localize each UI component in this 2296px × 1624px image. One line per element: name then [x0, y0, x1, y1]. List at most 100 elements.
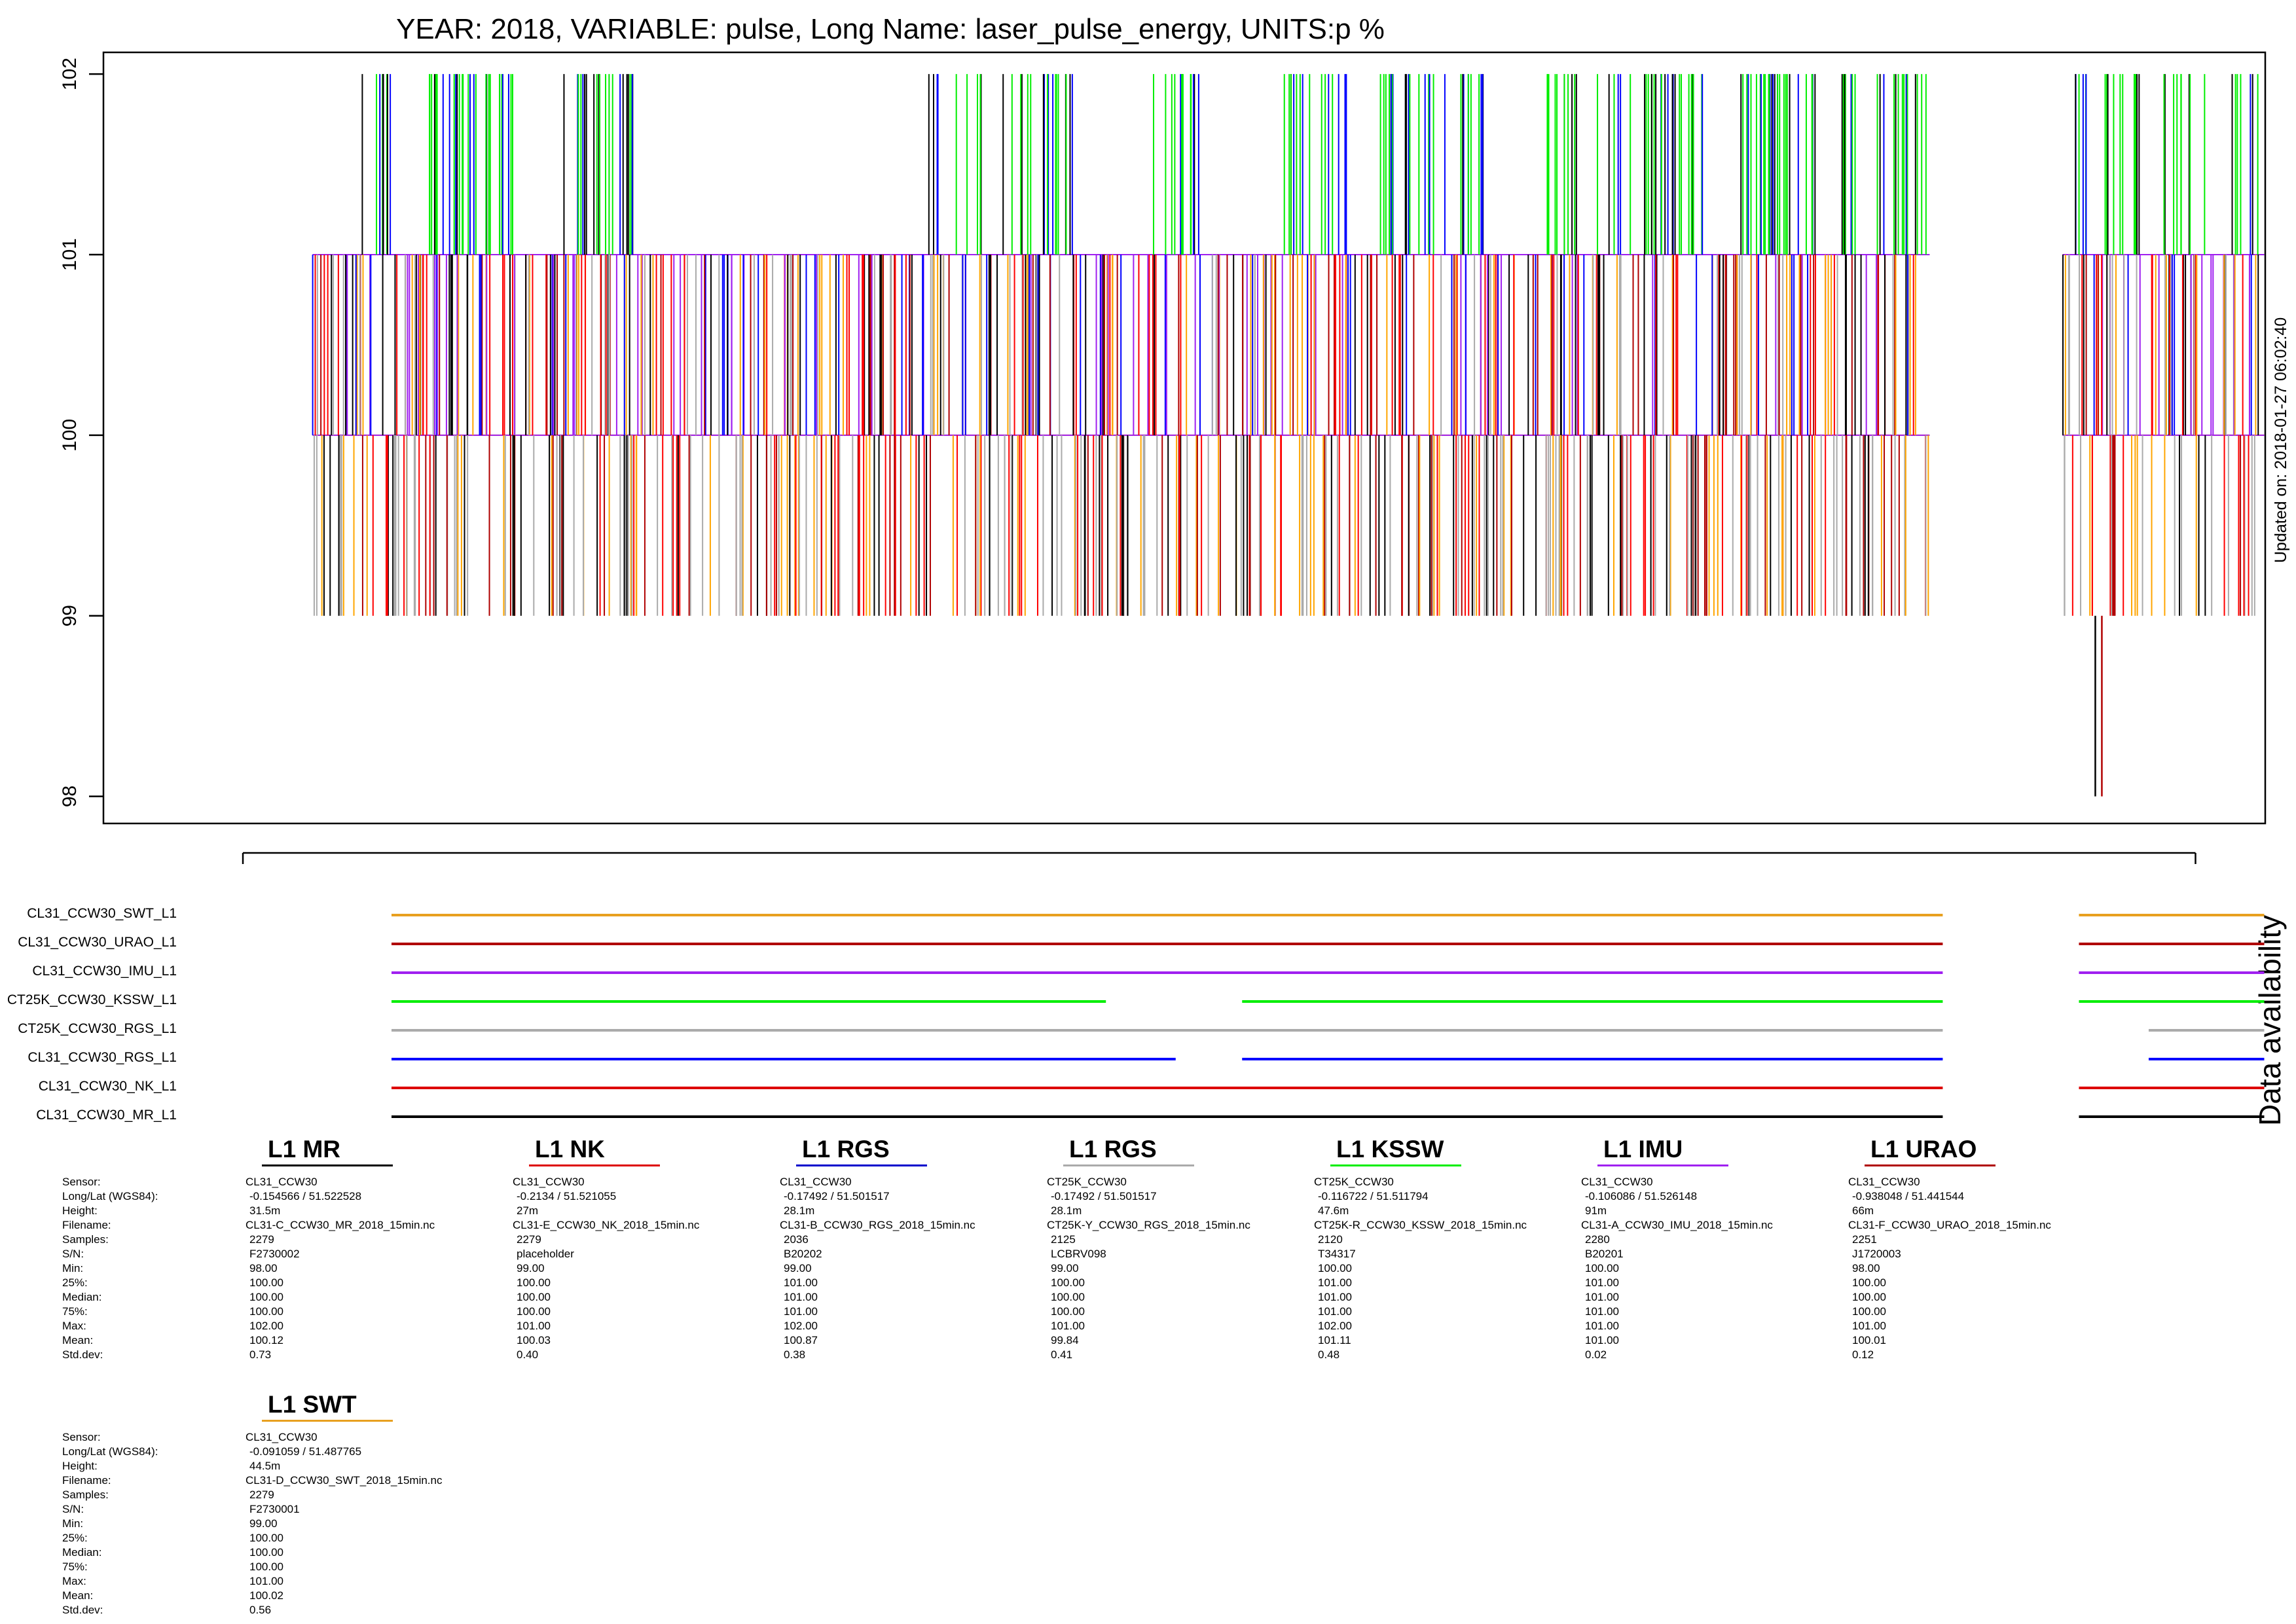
sensor-2-value-8: 101.00 — [784, 1291, 818, 1303]
sensor-1-value-6: 99.00 — [517, 1262, 545, 1274]
sensor-4-value-6: 100.00 — [1318, 1262, 1352, 1274]
sensor-0-value-5: F2730002 — [249, 1248, 300, 1260]
info-label-7-4: Samples: — [62, 1489, 109, 1501]
sensor-4-value-10: 102.00 — [1318, 1320, 1352, 1332]
chart-title: YEAR: 2018, VARIABLE: pulse, Long Name: … — [396, 13, 1385, 45]
sensor-7-value-4: 2279 — [249, 1489, 274, 1501]
sensor-0-value-3: CL31-C_CCW30_MR_2018_15min.nc — [246, 1219, 435, 1231]
availability-label-2: CL31_CCW30_IMU_L1 — [32, 964, 177, 979]
sensor-2-value-4: 2036 — [784, 1233, 809, 1246]
sensor-2-value-11: 100.87 — [784, 1334, 818, 1346]
sensor-5-value-2: 91m — [1585, 1204, 1607, 1217]
availability-chart — [392, 914, 2265, 1118]
sensor-0-value-0: CL31_CCW30 — [246, 1176, 318, 1188]
info-label-7-2: Height: — [62, 1460, 98, 1472]
sensor-0-value-7: 100.00 — [249, 1276, 283, 1289]
sensor-5-value-6: 100.00 — [1585, 1262, 1619, 1274]
sensor-1-value-8: 100.00 — [517, 1291, 551, 1303]
sensor-0-value-12: 0.73 — [249, 1348, 272, 1361]
sensor-0-value-11: 100.12 — [249, 1334, 283, 1346]
sensor-0-value-8: 100.00 — [249, 1291, 283, 1303]
sensor-6-value-11: 100.01 — [1852, 1334, 1886, 1346]
sensor-6-value-5: J1720003 — [1852, 1248, 1901, 1260]
y-tick-label-102: 102 — [59, 58, 81, 90]
sensor-2-value-10: 102.00 — [784, 1320, 818, 1332]
sensor-6-value-10: 101.00 — [1852, 1320, 1886, 1332]
sensor-0-value-1: -0.154566 / 51.522528 — [249, 1190, 362, 1202]
sensor-3-value-7: 100.00 — [1051, 1276, 1085, 1289]
sensor-2-value-5: B20202 — [784, 1248, 822, 1260]
sensor-title-4: L1 KSSW — [1336, 1136, 1444, 1163]
info-label-0-0: Sensor: — [62, 1176, 101, 1188]
sensor-4-value-8: 101.00 — [1318, 1291, 1352, 1303]
availability-label-6: CL31_CCW30_NK_L1 — [38, 1079, 177, 1094]
info-label-0-4: Samples: — [62, 1233, 109, 1246]
sensor-2-value-12: 0.38 — [784, 1348, 806, 1361]
sensor-underline-6 — [1865, 1164, 1995, 1166]
info-label-0-10: Max: — [62, 1320, 86, 1332]
info-label-0-3: Filename: — [62, 1219, 111, 1231]
info-label-0-9: 75%: — [62, 1305, 88, 1318]
sensor-5-value-3: CL31-A_CCW30_IMU_2018_15min.nc — [1581, 1219, 1773, 1231]
sensor-7-value-8: 100.00 — [249, 1546, 283, 1559]
sensor-7-value-12: 0.56 — [249, 1604, 272, 1616]
sensor-2-value-9: 101.00 — [784, 1305, 818, 1318]
sensor-6-value-2: 66m — [1852, 1204, 1874, 1217]
info-label-0-1: Long/Lat (WGS84): — [62, 1190, 158, 1202]
sensor-1-value-11: 100.03 — [517, 1334, 551, 1346]
info-label-7-12: Std.dev: — [62, 1604, 103, 1616]
sensor-underline-1 — [529, 1164, 660, 1166]
info-label-7-9: 75%: — [62, 1561, 88, 1573]
sensor-4-value-7: 101.00 — [1318, 1276, 1352, 1289]
sensor-4-value-11: 101.11 — [1318, 1334, 1351, 1346]
sensor-5-value-1: -0.106086 / 51.526148 — [1585, 1190, 1698, 1202]
sensor-2-value-7: 101.00 — [784, 1276, 818, 1289]
sensor-4-value-0: CT25K_CCW30 — [1314, 1176, 1394, 1188]
sensor-5-value-4: 2280 — [1585, 1233, 1610, 1246]
sensor-5-value-9: 101.00 — [1585, 1305, 1619, 1318]
sensor-0-value-6: 98.00 — [249, 1262, 278, 1274]
sensor-3-value-6: 99.00 — [1051, 1262, 1079, 1274]
availability-label-7: CL31_CCW30_MR_L1 — [36, 1108, 177, 1123]
info-label-7-5: S/N: — [62, 1503, 84, 1515]
sensor-7-value-6: 99.00 — [249, 1517, 278, 1530]
sensor-7-value-3: CL31-D_CCW30_SWT_2018_15min.nc — [246, 1474, 443, 1487]
sensor-underline-4 — [1330, 1164, 1461, 1166]
sensor-1-value-2: 27m — [517, 1204, 539, 1217]
sensor-2-value-2: 28.1m — [784, 1204, 815, 1217]
info-label-0-7: 25%: — [62, 1276, 88, 1289]
info-label-0-12: Std.dev: — [62, 1348, 103, 1361]
sensor-4-value-12: 0.48 — [1318, 1348, 1340, 1361]
sensor-1-value-4: 2279 — [517, 1233, 541, 1246]
info-label-7-3: Filename: — [62, 1474, 111, 1487]
sensor-underline-0 — [262, 1164, 393, 1166]
availability-label-1: CL31_CCW30_URAO_L1 — [18, 935, 177, 950]
sensor-title-1: L1 NK — [535, 1136, 605, 1163]
info-label-7-6: Min: — [62, 1517, 84, 1530]
sensor-6-value-0: CL31_CCW30 — [1848, 1176, 1920, 1188]
y-tick-label-98: 98 — [59, 785, 81, 807]
sensor-2-value-6: 99.00 — [784, 1262, 812, 1274]
info-label-7-10: Max: — [62, 1575, 86, 1587]
sensor-6-value-3: CL31-F_CCW30_URAO_2018_15min.nc — [1848, 1219, 2051, 1231]
sensor-5-value-7: 101.00 — [1585, 1276, 1619, 1289]
sensor-underline-2 — [796, 1164, 927, 1166]
sensor-3-value-10: 101.00 — [1051, 1320, 1085, 1332]
availability-label-3: CT25K_CCW30_KSSW_L1 — [7, 992, 177, 1007]
info-label-7-0: Sensor: — [62, 1431, 101, 1443]
sensor-4-value-2: 47.6m — [1318, 1204, 1349, 1217]
sensor-7-value-10: 101.00 — [249, 1575, 283, 1587]
sensor-title-0: L1 MR — [268, 1136, 340, 1163]
sensor-4-value-3: CT25K-R_CCW30_KSSW_2018_15min.nc — [1314, 1219, 1527, 1231]
sensor-6-value-12: 0.12 — [1852, 1348, 1874, 1361]
info-label-0-5: S/N: — [62, 1248, 84, 1260]
sensor-5-value-10: 101.00 — [1585, 1320, 1619, 1332]
info-label-0-6: Min: — [62, 1262, 84, 1274]
plot-frame — [102, 51, 2267, 825]
sensor-underline-7 — [262, 1420, 393, 1422]
sensor-7-value-2: 44.5m — [249, 1460, 281, 1472]
sensor-7-value-5: F2730001 — [249, 1503, 300, 1515]
availability-label-0: CL31_CCW30_SWT_L1 — [27, 906, 177, 921]
sensor-3-value-12: 0.41 — [1051, 1348, 1073, 1361]
sensor-6-value-8: 100.00 — [1852, 1291, 1886, 1303]
